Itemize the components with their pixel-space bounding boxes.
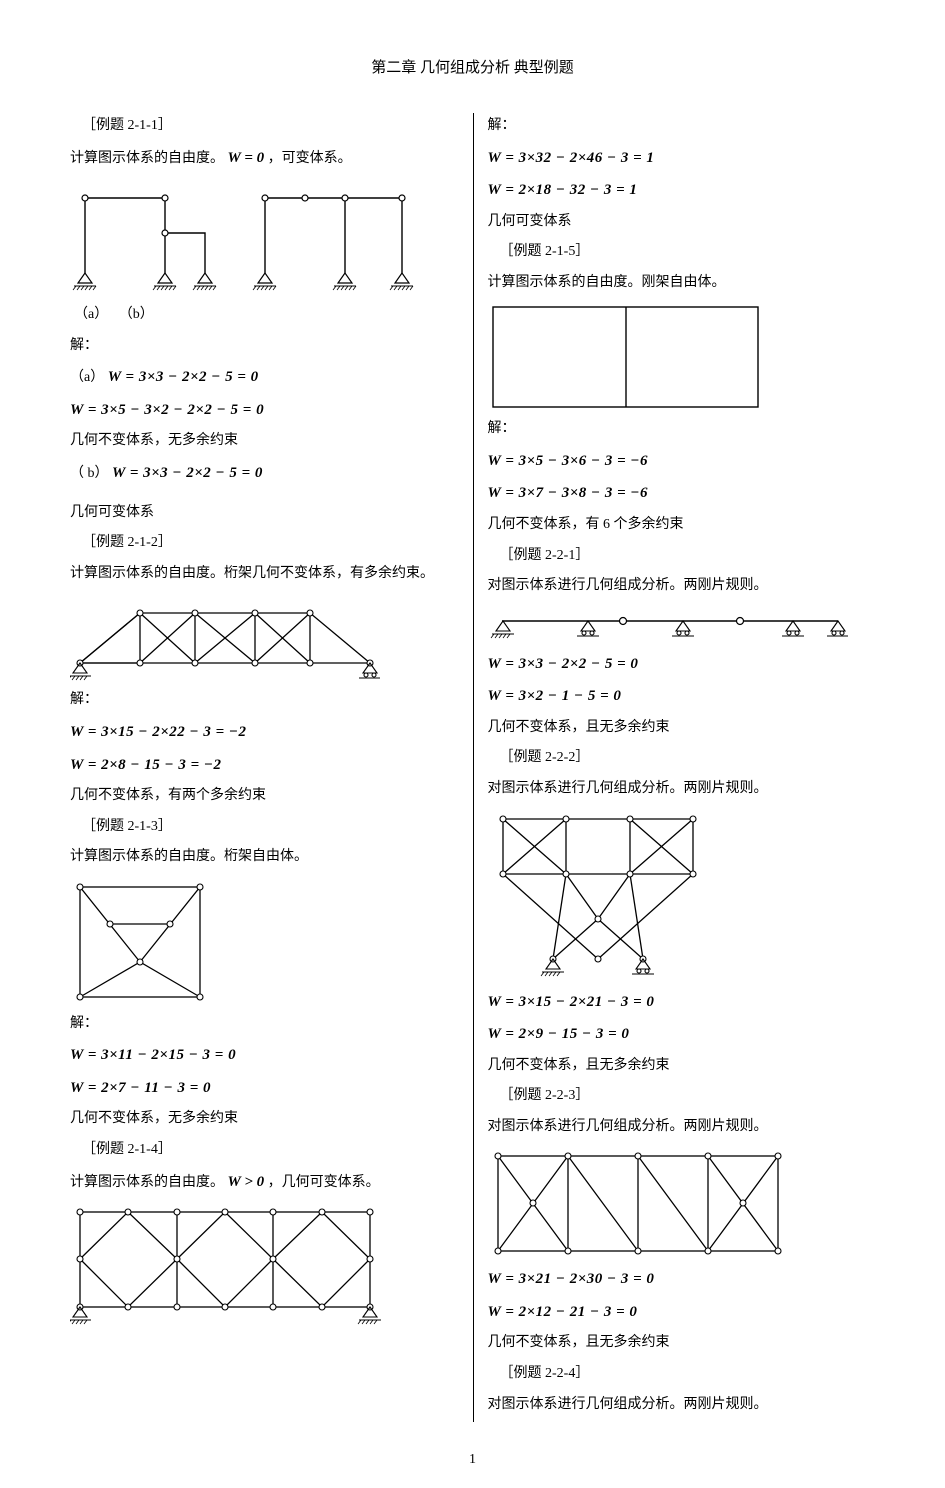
right-column: 解： W = 3×32 − 2×46 − 3 = 1 W = 2×18 − 32…: [473, 113, 876, 1422]
equation: W = 3×15 − 2×21 − 3 = 0: [488, 988, 876, 1017]
figure-labels: （a） （b）: [70, 302, 459, 329]
frame-diagram-svg: [70, 178, 420, 298]
label-b: （b）: [119, 307, 154, 322]
example-id: ［例题 2-2-2］: [488, 745, 876, 772]
example-id: ［例题 2-2-3］: [488, 1083, 876, 1110]
solution-line: （ b） W = 3×3 − 2×2 − 5 = 0: [70, 459, 459, 488]
equation: W = 3×15 − 2×22 − 3 = −2: [70, 718, 459, 747]
example-prompt: 对图示体系进行几何组成分析。两刚片规则。: [488, 1392, 876, 1419]
solution-label: 解：: [70, 333, 459, 360]
prompt-text: ，几何可变体系。: [268, 1175, 380, 1190]
prompt-text: ，可变体系。: [268, 151, 352, 166]
prompt-text: 计算图示体系的自由度。: [70, 1175, 224, 1190]
equation: W = 2×12 − 21 − 3 = 0: [488, 1298, 876, 1327]
solution-label: 解：: [70, 1011, 459, 1038]
equation: W = 3×32 − 2×46 − 3 = 1: [488, 144, 876, 173]
example-id: ［例题 2-2-4］: [488, 1361, 876, 1388]
equation: W = 2×8 − 15 − 3 = −2: [70, 751, 459, 780]
equation: W = 2×7 − 11 − 3 = 0: [70, 1074, 459, 1103]
conclusion: 几何可变体系: [70, 500, 459, 527]
prompt-equation: W = 0: [228, 150, 265, 166]
figure-2-2-2: [488, 809, 876, 984]
truss-diagram-svg: [488, 809, 708, 984]
conclusion: 几何不变体系，有两个多余约束: [70, 783, 459, 810]
equation: W = 3×3 − 2×2 − 5 = 0: [112, 465, 263, 481]
truss-diagram-svg: [70, 1202, 390, 1327]
example-prompt: 计算图示体系的自由度。 W = 0 ，可变体系。: [70, 144, 459, 173]
example-id: ［例题 2-1-1］: [70, 113, 459, 140]
example-prompt: 对图示体系进行几何组成分析。两刚片规则。: [488, 573, 876, 600]
equation: W = 3×7 − 3×8 − 3 = −6: [488, 479, 876, 508]
example-id: ［例题 2-1-5］: [488, 239, 876, 266]
page-header: 第二章 几何组成分析 典型例题: [70, 56, 875, 77]
figure-2-2-1: [488, 606, 876, 646]
conclusion: 几何不变体系，且无多余约束: [488, 715, 876, 742]
equation: W = 3×5 − 3×6 − 3 = −6: [488, 447, 876, 476]
figure-2-1-1: [70, 178, 459, 298]
example-prompt: 计算图示体系的自由度。 W > 0 ，几何可变体系。: [70, 1168, 459, 1197]
figure-2-1-2: [70, 593, 459, 683]
example-id: ［例题 2-1-4］: [70, 1137, 459, 1164]
truss-diagram-svg: [70, 593, 380, 683]
conclusion: 几何不变体系，无多余约束: [70, 1106, 459, 1133]
solution-label: 解：: [488, 113, 876, 140]
beam-diagram-svg: [488, 606, 848, 646]
equation: W = 3×3 − 2×2 − 5 = 0: [108, 369, 259, 385]
conclusion: 几何可变体系: [488, 209, 876, 236]
equation: W = 3×11 − 2×15 − 3 = 0: [70, 1041, 459, 1070]
figure-2-1-5: [488, 302, 876, 412]
prompt-text: 计算图示体系的自由度。: [70, 151, 224, 166]
equation: W = 3×5 − 3×2 − 2×2 − 5 = 0: [70, 396, 459, 425]
label-a: （a）: [74, 307, 108, 322]
equation: W = 2×18 − 32 − 3 = 1: [488, 176, 876, 205]
prefix-a: （a）: [70, 370, 104, 385]
prefix-b: （ b）: [70, 466, 109, 481]
equation: W = 3×2 − 1 − 5 = 0: [488, 682, 876, 711]
example-prompt: 计算图示体系的自由度。刚架自由体。: [488, 270, 876, 297]
solution-line: （a） W = 3×3 − 2×2 − 5 = 0: [70, 363, 459, 392]
example-prompt: 计算图示体系的自由度。桁架自由体。: [70, 844, 459, 871]
equation: W = 3×3 − 2×2 − 5 = 0: [488, 650, 876, 679]
prompt-equation: W > 0: [228, 1174, 265, 1190]
document-page: 第二章 几何组成分析 典型例题 ［例题 2-1-1］ 计算图示体系的自由度。 W…: [0, 0, 945, 1488]
example-prompt: 对图示体系进行几何组成分析。两刚片规则。: [488, 1114, 876, 1141]
figure-2-2-3: [488, 1146, 876, 1261]
example-prompt: 计算图示体系的自由度。桁架几何不变体系，有多余约束。: [70, 561, 459, 588]
example-id: ［例题 2-1-2］: [70, 530, 459, 557]
example-id: ［例题 2-2-1］: [488, 543, 876, 570]
conclusion: 几何不变体系，且无多余约束: [488, 1053, 876, 1080]
frame-diagram-svg: [488, 302, 768, 412]
figure-2-1-4: [70, 1202, 459, 1327]
page-number: 1: [70, 1452, 875, 1468]
figure-2-1-3: [70, 877, 459, 1007]
equation: W = 3×21 − 2×30 − 3 = 0: [488, 1265, 876, 1294]
example-id: ［例题 2-1-3］: [70, 814, 459, 841]
solution-label: 解：: [488, 416, 876, 443]
truss-diagram-svg: [70, 877, 220, 1007]
example-prompt: 对图示体系进行几何组成分析。两刚片规则。: [488, 776, 876, 803]
conclusion: 几何不变体系，且无多余约束: [488, 1330, 876, 1357]
conclusion: 几何不变体系，无多余约束: [70, 428, 459, 455]
solution-label: 解：: [70, 687, 459, 714]
two-column-layout: ［例题 2-1-1］ 计算图示体系的自由度。 W = 0 ，可变体系。: [70, 113, 875, 1422]
equation: W = 2×9 − 15 − 3 = 0: [488, 1020, 876, 1049]
truss-diagram-svg: [488, 1146, 788, 1261]
conclusion: 几何不变体系，有 6 个多余约束: [488, 512, 876, 539]
left-column: ［例题 2-1-1］ 计算图示体系的自由度。 W = 0 ，可变体系。: [70, 113, 473, 1422]
